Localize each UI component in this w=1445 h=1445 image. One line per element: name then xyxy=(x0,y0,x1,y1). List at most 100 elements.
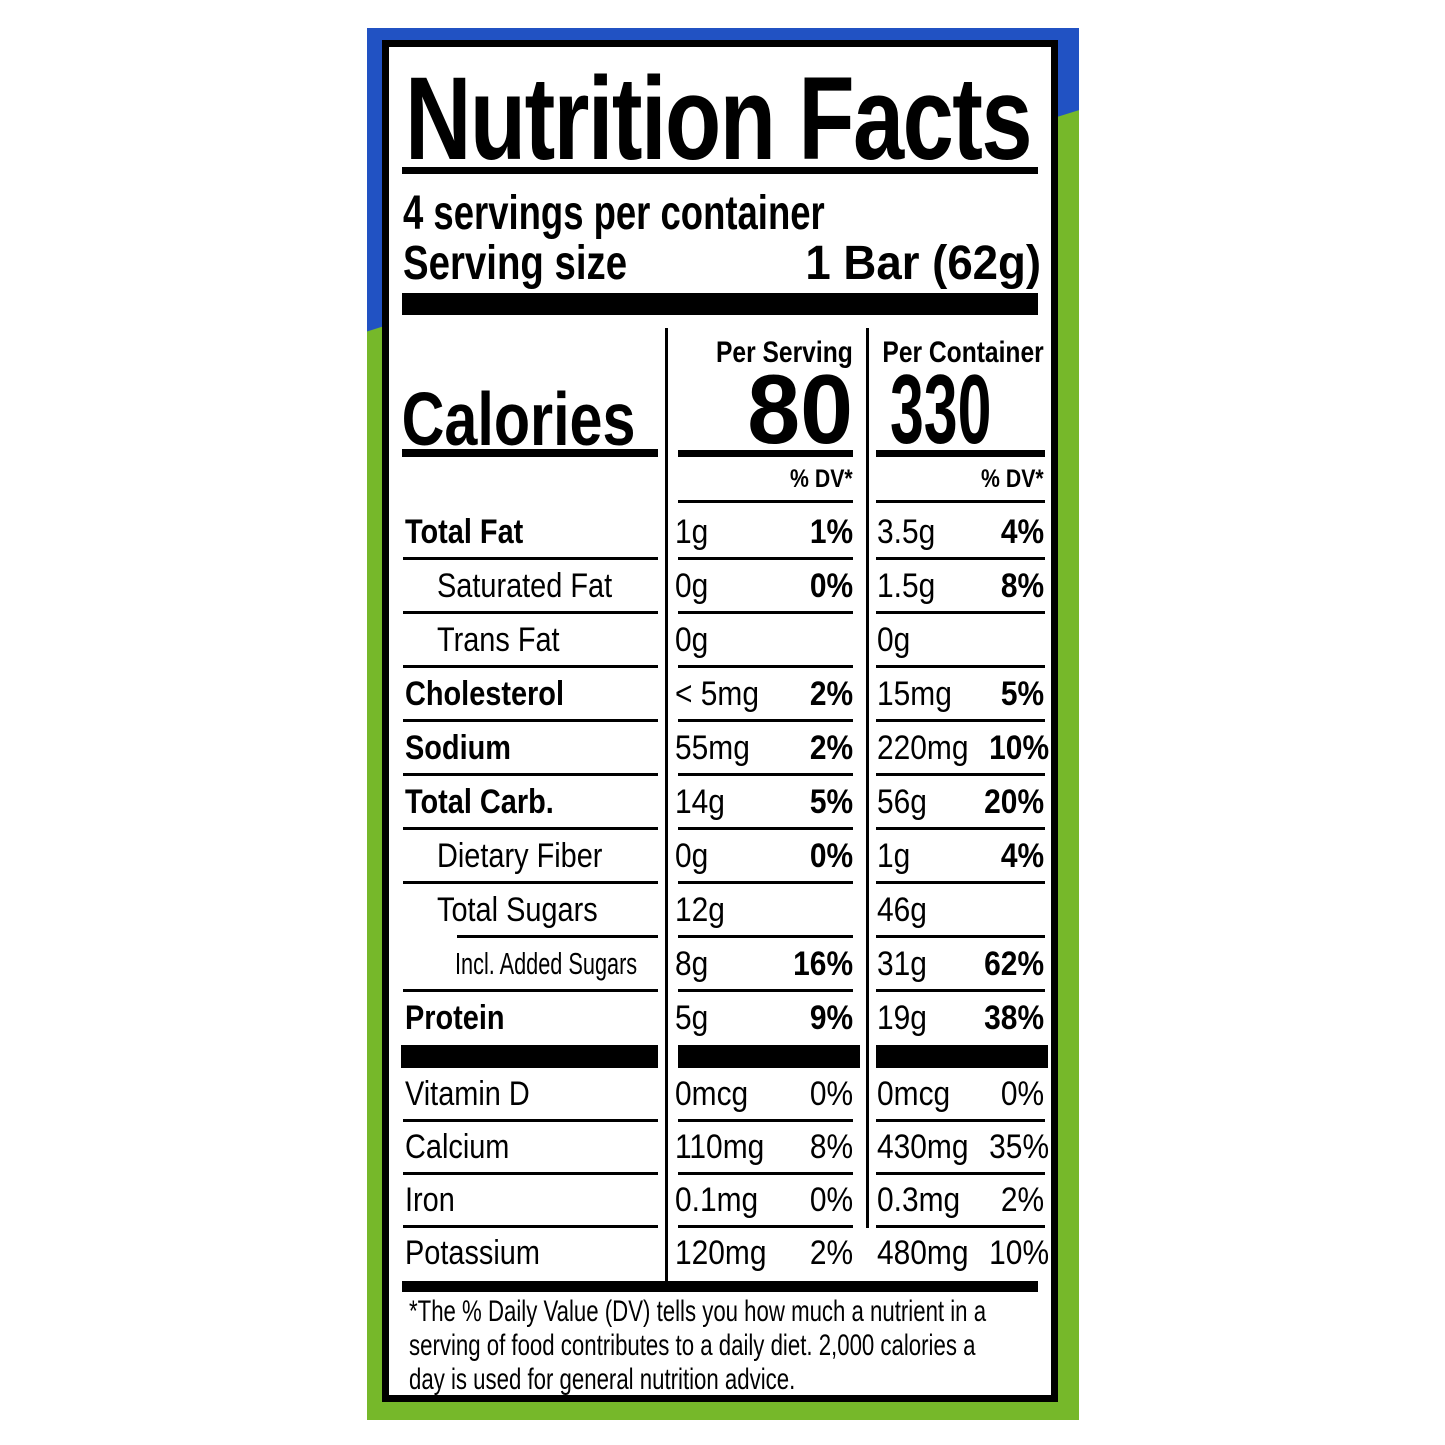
footnote-separator-rule xyxy=(402,1281,1038,1292)
calories-per-serving-value: 80 xyxy=(747,354,853,464)
nutrient-row: Protein 5g 9% 19g 38% xyxy=(389,991,1051,1045)
vitamin-mineral-rows: Vitamin D 0mcg 0% 0mcg 0% Calcium 110mg 8% 430mg… xyxy=(389,1068,1051,1280)
main-nutrient-rows: Total Fat 1g 1% 3.5g 4% Saturated Fat 0g 0% 1.5g… xyxy=(389,505,1051,1045)
per-container-cell: 15mg 5% xyxy=(866,667,1051,722)
nutrient-name-cell: Dietary Fiber xyxy=(389,829,665,884)
dv-header-per-container-cell: % DV* xyxy=(866,455,1051,503)
per-serving-amount: 0g xyxy=(675,566,709,605)
per-serving-cell: 0g xyxy=(665,613,866,668)
per-container-amount: 0.3mg xyxy=(877,1181,961,1219)
nutrient-name: Iron xyxy=(405,1181,455,1219)
title-rule xyxy=(402,167,1038,174)
per-container-dv: 2% xyxy=(1000,1181,1044,1219)
per-container-cell: 480mg 10% xyxy=(866,1227,1051,1280)
per-serving-dv: 2% xyxy=(809,728,853,767)
per-container-cell: 1.5g 8% xyxy=(866,559,1051,614)
per-serving-dv: 0% xyxy=(809,836,853,875)
nutrient-row: Trans Fat 0g 0g xyxy=(389,613,1051,668)
column-header-row: Per Serving Per Container xyxy=(389,328,1051,372)
serving-size-row: Serving size 1 Bar (62g) xyxy=(403,237,1041,291)
per-container-dv: 35% xyxy=(989,1128,1050,1166)
per-container-dv: 62% xyxy=(984,944,1044,983)
per-container-dv: 20% xyxy=(984,782,1044,821)
separator-bar-segment xyxy=(866,1045,1051,1068)
per-serving-amount: 0g xyxy=(675,620,709,659)
per-serving-amount: 8g xyxy=(675,944,709,983)
per-serving-dv: 9% xyxy=(809,998,853,1037)
per-container-cell: 430mg 35% xyxy=(866,1121,1051,1175)
nutrient-row: Dietary Fiber 0g 0% 1g 4% xyxy=(389,829,1051,884)
per-serving-cell: 0g 0% xyxy=(665,829,866,884)
per-container-dv: 4% xyxy=(1000,512,1044,551)
thick-separator-bar xyxy=(402,293,1038,315)
per-serving-amount: 120mg xyxy=(675,1234,767,1272)
nutrient-name: Trans Fat xyxy=(437,620,560,659)
per-serving-dv: 1% xyxy=(809,512,853,551)
per-container-amount: 3.5g xyxy=(877,512,936,551)
per-serving-cell: < 5mg 2% xyxy=(665,667,866,722)
per-serving-header: Per Serving xyxy=(716,336,853,369)
nutrient-name: Calcium xyxy=(405,1128,510,1166)
nutrient-name: Protein xyxy=(405,998,505,1037)
per-container-cell: 3.5g 4% xyxy=(866,505,1051,560)
per-serving-header-cell: Per Serving xyxy=(665,328,866,372)
per-serving-amount: 0mcg xyxy=(675,1075,749,1113)
nutrient-name: Total Fat xyxy=(405,512,524,551)
per-serving-amount: 5g xyxy=(675,998,709,1037)
label-title: Nutrition Facts xyxy=(405,60,1208,178)
nutrient-name: Sodium xyxy=(405,728,511,767)
nutrient-name-cell: Incl. Added Sugars xyxy=(389,937,665,992)
per-serving-cell: 110mg 8% xyxy=(665,1121,866,1175)
separator-bar-segment xyxy=(665,1045,866,1068)
nutrient-row: Incl. Added Sugars 8g 16% 31g 62% xyxy=(389,937,1051,992)
per-serving-cell: 1g 1% xyxy=(665,505,866,560)
nutrient-name-cell: Sodium xyxy=(389,721,665,776)
per-serving-amount: 12g xyxy=(675,890,725,929)
nutrient-name: Dietary Fiber xyxy=(437,836,603,875)
serving-size-label: Serving size xyxy=(403,237,628,290)
per-container-dv: 8% xyxy=(1000,566,1044,605)
per-container-amount: 1g xyxy=(877,836,911,875)
per-serving-amount: 0.1mg xyxy=(675,1181,759,1219)
per-serving-amount: 0g xyxy=(675,836,709,875)
per-serving-cell: 55mg 2% xyxy=(665,721,866,776)
per-container-cell: 19g 38% xyxy=(866,991,1051,1045)
per-container-cell: 0g xyxy=(866,613,1051,668)
per-container-cell: 0.3mg 2% xyxy=(866,1174,1051,1228)
per-container-amount: 220mg xyxy=(877,728,969,767)
per-serving-amount: 110mg xyxy=(675,1128,765,1166)
nutrient-name-cell: Saturated Fat xyxy=(389,559,665,614)
nutrient-name-cell: Protein xyxy=(389,991,665,1045)
per-container-amount: 19g xyxy=(877,998,927,1037)
per-serving-cell: 14g 5% xyxy=(665,775,866,830)
per-serving-cell: 5g 9% xyxy=(665,991,866,1045)
column-divider-2 xyxy=(866,328,869,1228)
nutrition-facts-label: Nutrition Facts 4 servings per container… xyxy=(382,40,1058,1402)
separator-bar-segment xyxy=(389,1045,665,1068)
nutrient-name: Vitamin D xyxy=(405,1075,530,1113)
per-serving-cell: 8g 16% xyxy=(665,937,866,992)
nutrient-row: Total Fat 1g 1% 3.5g 4% xyxy=(389,505,1051,560)
calories-label-cell: Calories xyxy=(389,372,665,457)
per-container-header-cell: Per Container xyxy=(866,328,1051,372)
per-container-cell: 0mcg 0% xyxy=(866,1068,1051,1122)
empty-header-cell xyxy=(389,328,665,372)
nutrient-name-cell: Total Fat xyxy=(389,505,665,560)
empty-dv-cell xyxy=(389,455,665,503)
servings-per-container: 4 servings per container xyxy=(403,188,958,240)
per-serving-dv: 5% xyxy=(809,782,853,821)
per-serving-amount: 1g xyxy=(675,512,709,551)
per-container-amount: 56g xyxy=(877,782,927,821)
per-serving-dv: 2% xyxy=(809,674,853,713)
dv-header-per-serving: % DV* xyxy=(790,464,853,493)
nutrient-name-cell: Total Sugars xyxy=(389,883,665,938)
per-serving-dv: 0% xyxy=(809,1075,853,1113)
calories-per-container-value: 330 xyxy=(890,354,992,464)
daily-value-header-row: % DV* % DV* xyxy=(389,455,1051,503)
nutrient-name-cell: Trans Fat xyxy=(389,613,665,668)
per-container-cell: 220mg 10% xyxy=(866,721,1051,776)
nutrient-row: Potassium 120mg 2% 480mg 10% xyxy=(389,1227,1051,1280)
per-container-amount: 46g xyxy=(877,890,927,929)
per-container-amount: 0g xyxy=(877,620,911,659)
